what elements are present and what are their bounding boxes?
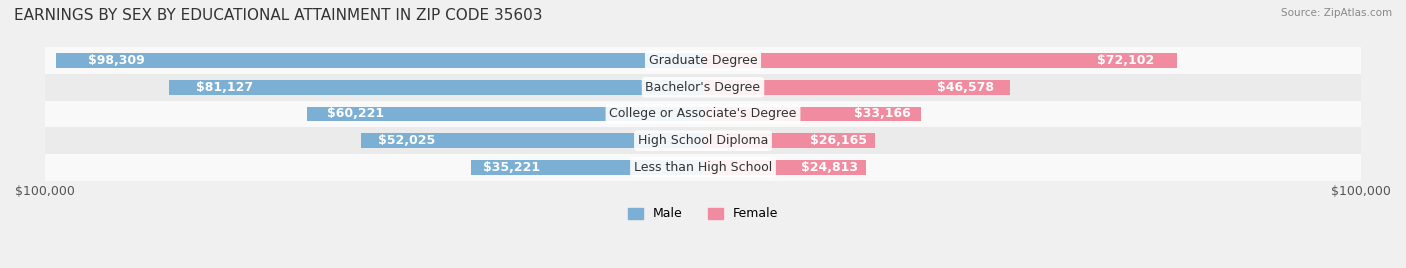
Bar xyxy=(45,47,1361,74)
Legend: Male, Female: Male, Female xyxy=(623,202,783,225)
Bar xyxy=(45,100,1361,127)
Text: $98,309: $98,309 xyxy=(89,54,145,67)
Text: High School Diploma: High School Diploma xyxy=(638,134,768,147)
Bar xyxy=(703,53,1177,68)
Bar xyxy=(45,74,1361,100)
Bar xyxy=(45,127,1361,154)
Text: $60,221: $60,221 xyxy=(326,107,384,121)
Text: Bachelor's Degree: Bachelor's Degree xyxy=(645,81,761,94)
Text: $24,813: $24,813 xyxy=(801,161,858,174)
Text: $81,127: $81,127 xyxy=(195,81,253,94)
Bar xyxy=(307,107,703,121)
Bar xyxy=(361,133,703,148)
Text: Source: ZipAtlas.com: Source: ZipAtlas.com xyxy=(1281,8,1392,18)
Bar xyxy=(703,80,1010,95)
Bar xyxy=(703,107,921,121)
Text: $33,166: $33,166 xyxy=(853,107,910,121)
Bar xyxy=(703,133,875,148)
Text: $26,165: $26,165 xyxy=(810,134,866,147)
Text: EARNINGS BY SEX BY EDUCATIONAL ATTAINMENT IN ZIP CODE 35603: EARNINGS BY SEX BY EDUCATIONAL ATTAINMEN… xyxy=(14,8,543,23)
Bar xyxy=(471,160,703,175)
Text: $35,221: $35,221 xyxy=(482,161,540,174)
Text: College or Associate's Degree: College or Associate's Degree xyxy=(609,107,797,121)
Bar xyxy=(45,154,1361,181)
Text: Graduate Degree: Graduate Degree xyxy=(648,54,758,67)
Text: Less than High School: Less than High School xyxy=(634,161,772,174)
Text: $46,578: $46,578 xyxy=(938,81,994,94)
Bar xyxy=(56,53,703,68)
Text: $72,102: $72,102 xyxy=(1097,54,1154,67)
Bar xyxy=(703,160,866,175)
Bar xyxy=(169,80,703,95)
Text: $52,025: $52,025 xyxy=(378,134,434,147)
